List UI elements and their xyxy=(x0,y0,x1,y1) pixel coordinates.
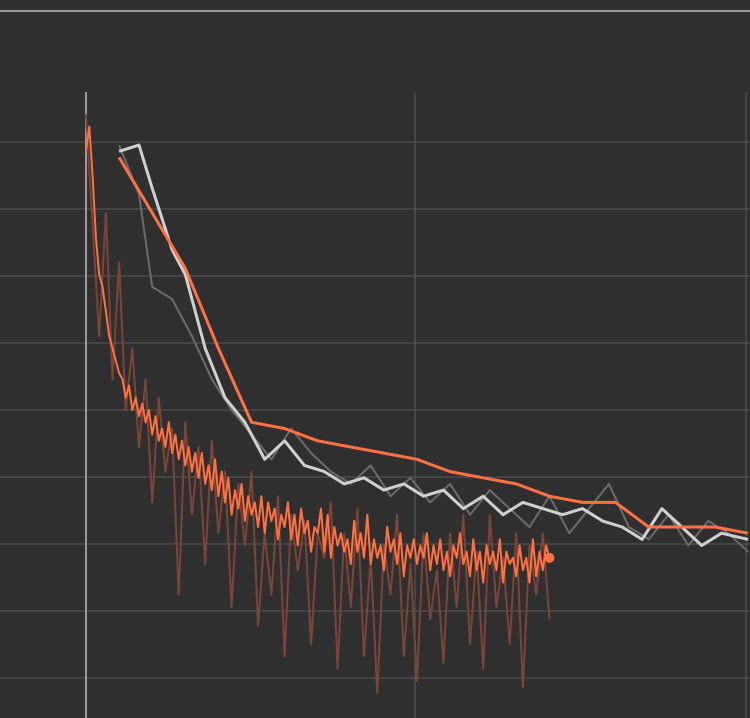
series-layer xyxy=(85,114,749,695)
series-line-1 xyxy=(85,125,551,584)
grid xyxy=(0,92,750,718)
line-chart xyxy=(0,92,750,718)
series-line-3 xyxy=(118,143,749,547)
series-line-2 xyxy=(118,144,749,553)
marker-layer xyxy=(544,552,555,563)
series-end-marker-0 xyxy=(544,552,555,563)
chart-area xyxy=(0,12,750,718)
top-divider xyxy=(0,0,750,12)
series-line-4 xyxy=(117,156,749,535)
